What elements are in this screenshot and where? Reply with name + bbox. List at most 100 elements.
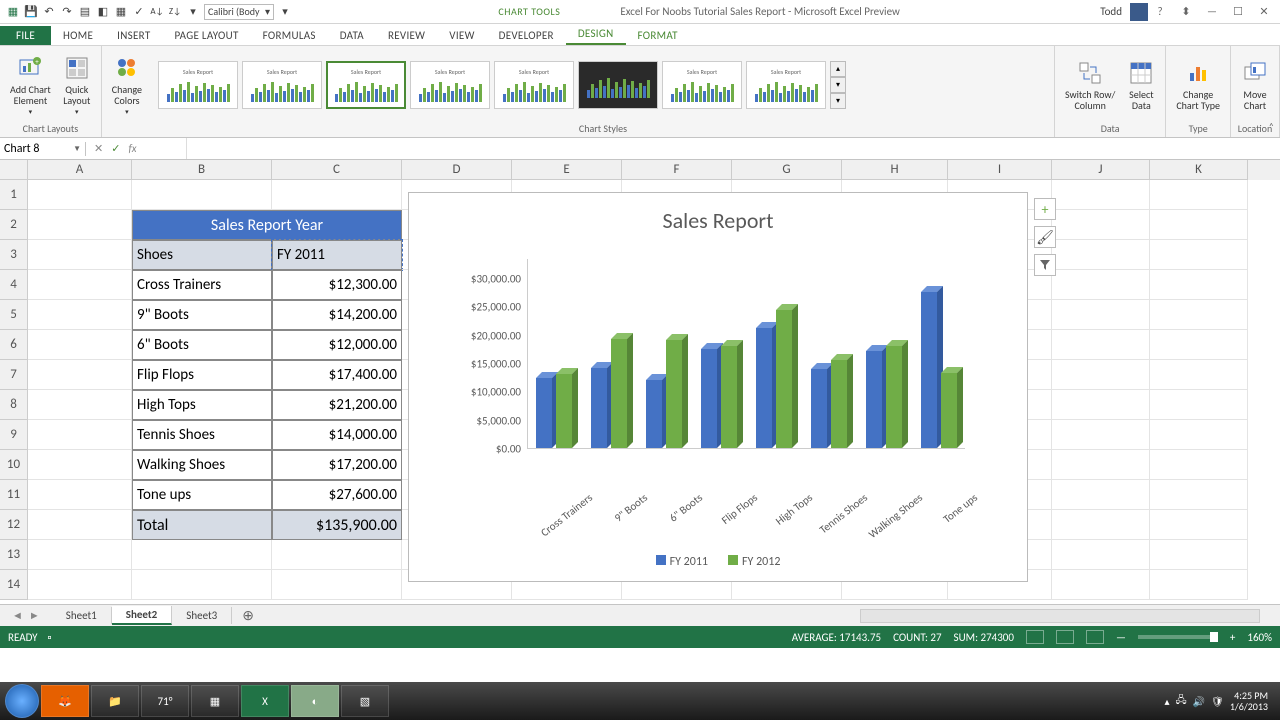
tab-formulas[interactable]: FORMULAS bbox=[251, 26, 328, 45]
redo-icon[interactable]: ↷ bbox=[60, 5, 74, 19]
spreadsheet-grid[interactable]: ABCDEFGHIJK 1234567891011121314 Sales Re… bbox=[0, 160, 1280, 604]
column-header[interactable]: F bbox=[622, 160, 732, 180]
tab-format[interactable]: FORMAT bbox=[626, 26, 690, 45]
cell[interactable] bbox=[1150, 240, 1248, 270]
switch-row-column-button[interactable]: Switch Row/ Column bbox=[1061, 57, 1119, 113]
row-header[interactable]: 13 bbox=[0, 540, 28, 570]
cell[interactable] bbox=[272, 180, 402, 210]
row-header[interactable]: 4 bbox=[0, 270, 28, 300]
column-header[interactable]: C bbox=[272, 160, 402, 180]
cell[interactable] bbox=[1150, 450, 1248, 480]
cell[interactable]: $27,600.00 bbox=[272, 480, 402, 510]
tray-icon[interactable]: ▴ bbox=[1165, 695, 1170, 708]
cell[interactable] bbox=[1052, 240, 1150, 270]
select-all-corner[interactable] bbox=[0, 160, 28, 180]
tab-home[interactable]: HOME bbox=[51, 26, 105, 45]
collapse-ribbon-icon[interactable]: ˄ bbox=[1269, 120, 1274, 133]
cell[interactable] bbox=[28, 540, 132, 570]
cell[interactable]: $12,000.00 bbox=[272, 330, 402, 360]
taskbar-explorer[interactable]: 📁 bbox=[91, 685, 139, 717]
cell[interactable]: $12,300.00 bbox=[272, 270, 402, 300]
cell[interactable] bbox=[1052, 450, 1150, 480]
horizontal-scrollbar[interactable] bbox=[860, 609, 1260, 623]
cell[interactable] bbox=[1052, 420, 1150, 450]
cell[interactable] bbox=[28, 180, 132, 210]
chart-style-thumb[interactable]: Sales Report bbox=[326, 61, 406, 109]
qat-icon[interactable]: ◧ bbox=[96, 5, 110, 19]
cell[interactable] bbox=[28, 480, 132, 510]
change-chart-type-button[interactable]: Change Chart Type bbox=[1172, 57, 1224, 113]
cell[interactable] bbox=[28, 450, 132, 480]
taskbar-clock[interactable]: 4:25 PM 1/6/2013 bbox=[1230, 690, 1268, 712]
zoom-level[interactable]: 160% bbox=[1247, 631, 1272, 644]
cell[interactable] bbox=[272, 540, 402, 570]
cell[interactable] bbox=[1150, 300, 1248, 330]
column-header[interactable]: E bbox=[512, 160, 622, 180]
cell[interactable]: 9" Boots bbox=[132, 300, 272, 330]
cell[interactable] bbox=[132, 540, 272, 570]
cell[interactable] bbox=[28, 420, 132, 450]
cell[interactable]: $21,200.00 bbox=[272, 390, 402, 420]
tab-file[interactable]: FILE bbox=[0, 26, 51, 45]
cell[interactable] bbox=[1150, 570, 1248, 600]
column-header[interactable]: B bbox=[132, 160, 272, 180]
taskbar-excel[interactable]: X bbox=[241, 685, 289, 717]
chart-style-thumb[interactable]: Sales Report bbox=[662, 61, 742, 109]
tab-data[interactable]: DATA bbox=[328, 26, 376, 45]
zoom-in-button[interactable]: + bbox=[1230, 631, 1235, 644]
cell[interactable]: High Tops bbox=[132, 390, 272, 420]
cell[interactable] bbox=[1052, 540, 1150, 570]
column-header[interactable]: D bbox=[402, 160, 512, 180]
undo-icon[interactable]: ↶ bbox=[42, 5, 56, 19]
cell[interactable] bbox=[1052, 180, 1150, 210]
formula-input[interactable] bbox=[186, 138, 1280, 159]
cell[interactable] bbox=[28, 330, 132, 360]
row-header[interactable]: 7 bbox=[0, 360, 28, 390]
row-header[interactable]: 14 bbox=[0, 570, 28, 600]
cell[interactable] bbox=[1052, 390, 1150, 420]
gallery-scroll-button[interactable]: ▴ bbox=[830, 61, 846, 77]
qat-icon[interactable]: ▾ bbox=[186, 5, 200, 19]
row-header[interactable]: 8 bbox=[0, 390, 28, 420]
tab-page-layout[interactable]: PAGE LAYOUT bbox=[162, 26, 250, 45]
cell[interactable] bbox=[132, 180, 272, 210]
qat-more-icon[interactable]: ▾ bbox=[278, 5, 292, 19]
tab-view[interactable]: VIEW bbox=[437, 26, 486, 45]
tab-design[interactable]: DESIGN bbox=[566, 24, 626, 45]
gallery-scroll-button[interactable]: ▾ bbox=[830, 77, 846, 93]
cell[interactable]: $135,900.00 bbox=[272, 510, 402, 540]
cell[interactable]: Tone ups bbox=[132, 480, 272, 510]
qat-icon[interactable]: ✓ bbox=[132, 5, 146, 19]
chart-legend[interactable]: FY 2011 FY 2012 bbox=[409, 555, 1027, 569]
cell[interactable] bbox=[1052, 480, 1150, 510]
tab-developer[interactable]: DEVELOPER bbox=[487, 26, 566, 45]
maximize-icon[interactable]: ☐ bbox=[1226, 4, 1250, 20]
sheet-tab[interactable]: Sheet2 bbox=[112, 606, 173, 625]
cell[interactable] bbox=[28, 390, 132, 420]
cell[interactable]: Sales Report Year bbox=[132, 210, 402, 240]
cell[interactable]: $17,400.00 bbox=[272, 360, 402, 390]
chart-plot-area[interactable]: $0.00$5,000.00$10,000.00$15,000.00$20,00… bbox=[445, 259, 965, 479]
minimize-icon[interactable]: — bbox=[1200, 4, 1224, 20]
cell[interactable] bbox=[28, 300, 132, 330]
system-tray[interactable]: ▴ 🖧 🔊 🛡 4:25 PM 1/6/2013 bbox=[1165, 690, 1276, 712]
cell[interactable]: Cross Trainers bbox=[132, 270, 272, 300]
embedded-chart[interactable]: Sales Report $0.00$5,000.00$10,000.00$15… bbox=[408, 192, 1028, 582]
row-header[interactable]: 10 bbox=[0, 450, 28, 480]
sheet-nav[interactable]: ◄► bbox=[0, 609, 52, 622]
cell[interactable]: $14,000.00 bbox=[272, 420, 402, 450]
cell[interactable] bbox=[1150, 510, 1248, 540]
column-header[interactable]: K bbox=[1150, 160, 1248, 180]
row-header[interactable]: 5 bbox=[0, 300, 28, 330]
sheet-tab[interactable]: Sheet3 bbox=[172, 607, 232, 624]
cell[interactable]: Shoes bbox=[132, 240, 272, 270]
user-avatar[interactable] bbox=[1130, 3, 1148, 21]
zoom-out-button[interactable]: — bbox=[1116, 631, 1126, 644]
cell[interactable]: Flip Flops bbox=[132, 360, 272, 390]
ribbon-options-icon[interactable]: ⬍ bbox=[1174, 4, 1198, 20]
page-break-button[interactable] bbox=[1086, 630, 1104, 644]
cancel-formula-icon[interactable]: ✕ bbox=[94, 142, 103, 155]
cell[interactable]: Tennis Shoes bbox=[132, 420, 272, 450]
enter-formula-icon[interactable]: ✓ bbox=[111, 142, 120, 155]
column-header[interactable]: H bbox=[842, 160, 948, 180]
